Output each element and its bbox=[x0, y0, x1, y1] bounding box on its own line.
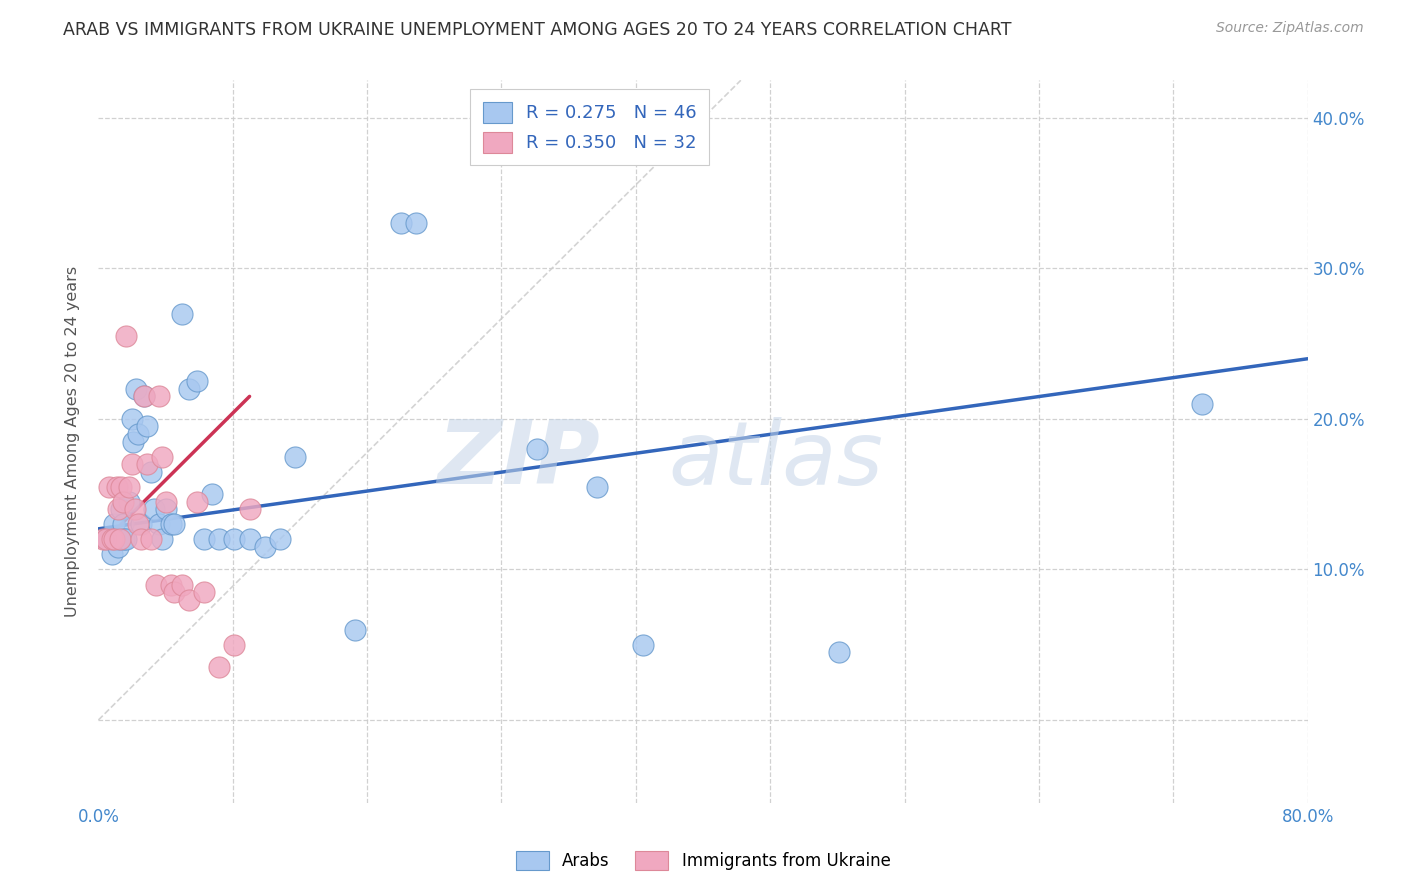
Point bbox=[179, 382, 201, 396]
Point bbox=[150, 450, 173, 464]
Point bbox=[135, 457, 157, 471]
Legend: R = 0.275   N = 46, R = 0.350   N = 32: R = 0.275 N = 46, R = 0.350 N = 32 bbox=[470, 89, 710, 165]
Text: atlas: atlas bbox=[668, 417, 883, 502]
Point bbox=[141, 465, 163, 479]
Point bbox=[170, 577, 193, 591]
Point bbox=[155, 502, 177, 516]
Point bbox=[107, 502, 129, 516]
Point bbox=[186, 494, 208, 508]
Point bbox=[121, 412, 143, 426]
Point bbox=[94, 533, 117, 547]
Point bbox=[121, 457, 143, 471]
Point bbox=[132, 389, 155, 403]
Point bbox=[124, 502, 146, 516]
Point bbox=[284, 450, 307, 464]
Point bbox=[98, 533, 121, 547]
Point bbox=[143, 502, 166, 516]
Point bbox=[160, 517, 183, 532]
Point bbox=[129, 517, 152, 532]
Point bbox=[269, 533, 291, 547]
Point bbox=[208, 660, 231, 674]
Point bbox=[405, 216, 427, 230]
Point bbox=[201, 487, 224, 501]
Point bbox=[389, 216, 412, 230]
Y-axis label: Unemployment Among Ages 20 to 24 years: Unemployment Among Ages 20 to 24 years bbox=[65, 266, 80, 617]
Legend: Arabs, Immigrants from Ukraine: Arabs, Immigrants from Ukraine bbox=[509, 844, 897, 877]
Point bbox=[193, 585, 215, 599]
Point bbox=[114, 329, 136, 343]
Point bbox=[125, 382, 148, 396]
Point bbox=[98, 480, 121, 494]
Point bbox=[160, 577, 183, 591]
Point bbox=[155, 494, 177, 508]
Text: Source: ZipAtlas.com: Source: ZipAtlas.com bbox=[1216, 21, 1364, 36]
Point bbox=[108, 533, 131, 547]
Point bbox=[111, 517, 134, 532]
Point bbox=[170, 307, 193, 321]
Point bbox=[105, 533, 128, 547]
Point bbox=[112, 533, 135, 547]
Point bbox=[141, 533, 163, 547]
Point bbox=[163, 585, 186, 599]
Point bbox=[135, 419, 157, 434]
Point bbox=[179, 592, 201, 607]
Point bbox=[103, 533, 125, 547]
Text: ZIP: ZIP bbox=[437, 416, 600, 503]
Point bbox=[101, 548, 124, 562]
Point bbox=[101, 533, 124, 547]
Point bbox=[344, 623, 367, 637]
Point bbox=[1191, 397, 1213, 411]
Point bbox=[122, 434, 145, 449]
Text: ARAB VS IMMIGRANTS FROM UKRAINE UNEMPLOYMENT AMONG AGES 20 TO 24 YEARS CORRELATI: ARAB VS IMMIGRANTS FROM UKRAINE UNEMPLOY… bbox=[63, 21, 1012, 39]
Point bbox=[118, 494, 141, 508]
Point bbox=[253, 540, 276, 554]
Point bbox=[208, 533, 231, 547]
Point bbox=[239, 502, 262, 516]
Point bbox=[129, 533, 152, 547]
Point bbox=[94, 533, 117, 547]
Point bbox=[110, 480, 132, 494]
Point bbox=[105, 480, 128, 494]
Point bbox=[163, 517, 186, 532]
Point bbox=[148, 389, 170, 403]
Point bbox=[114, 533, 136, 547]
Point bbox=[224, 533, 246, 547]
Point bbox=[145, 577, 167, 591]
Point bbox=[150, 533, 173, 547]
Point bbox=[239, 533, 262, 547]
Point bbox=[132, 389, 155, 403]
Point bbox=[107, 540, 129, 554]
Point bbox=[193, 533, 215, 547]
Point bbox=[586, 480, 609, 494]
Point bbox=[631, 638, 654, 652]
Point bbox=[224, 638, 246, 652]
Point bbox=[118, 480, 141, 494]
Point bbox=[127, 427, 149, 442]
Point bbox=[111, 494, 134, 508]
Point bbox=[127, 517, 149, 532]
Point bbox=[104, 533, 127, 547]
Point bbox=[108, 533, 131, 547]
Point bbox=[110, 502, 132, 516]
Point bbox=[186, 375, 208, 389]
Point bbox=[148, 517, 170, 532]
Point bbox=[526, 442, 548, 456]
Point bbox=[828, 645, 851, 659]
Point bbox=[103, 517, 125, 532]
Point bbox=[91, 533, 114, 547]
